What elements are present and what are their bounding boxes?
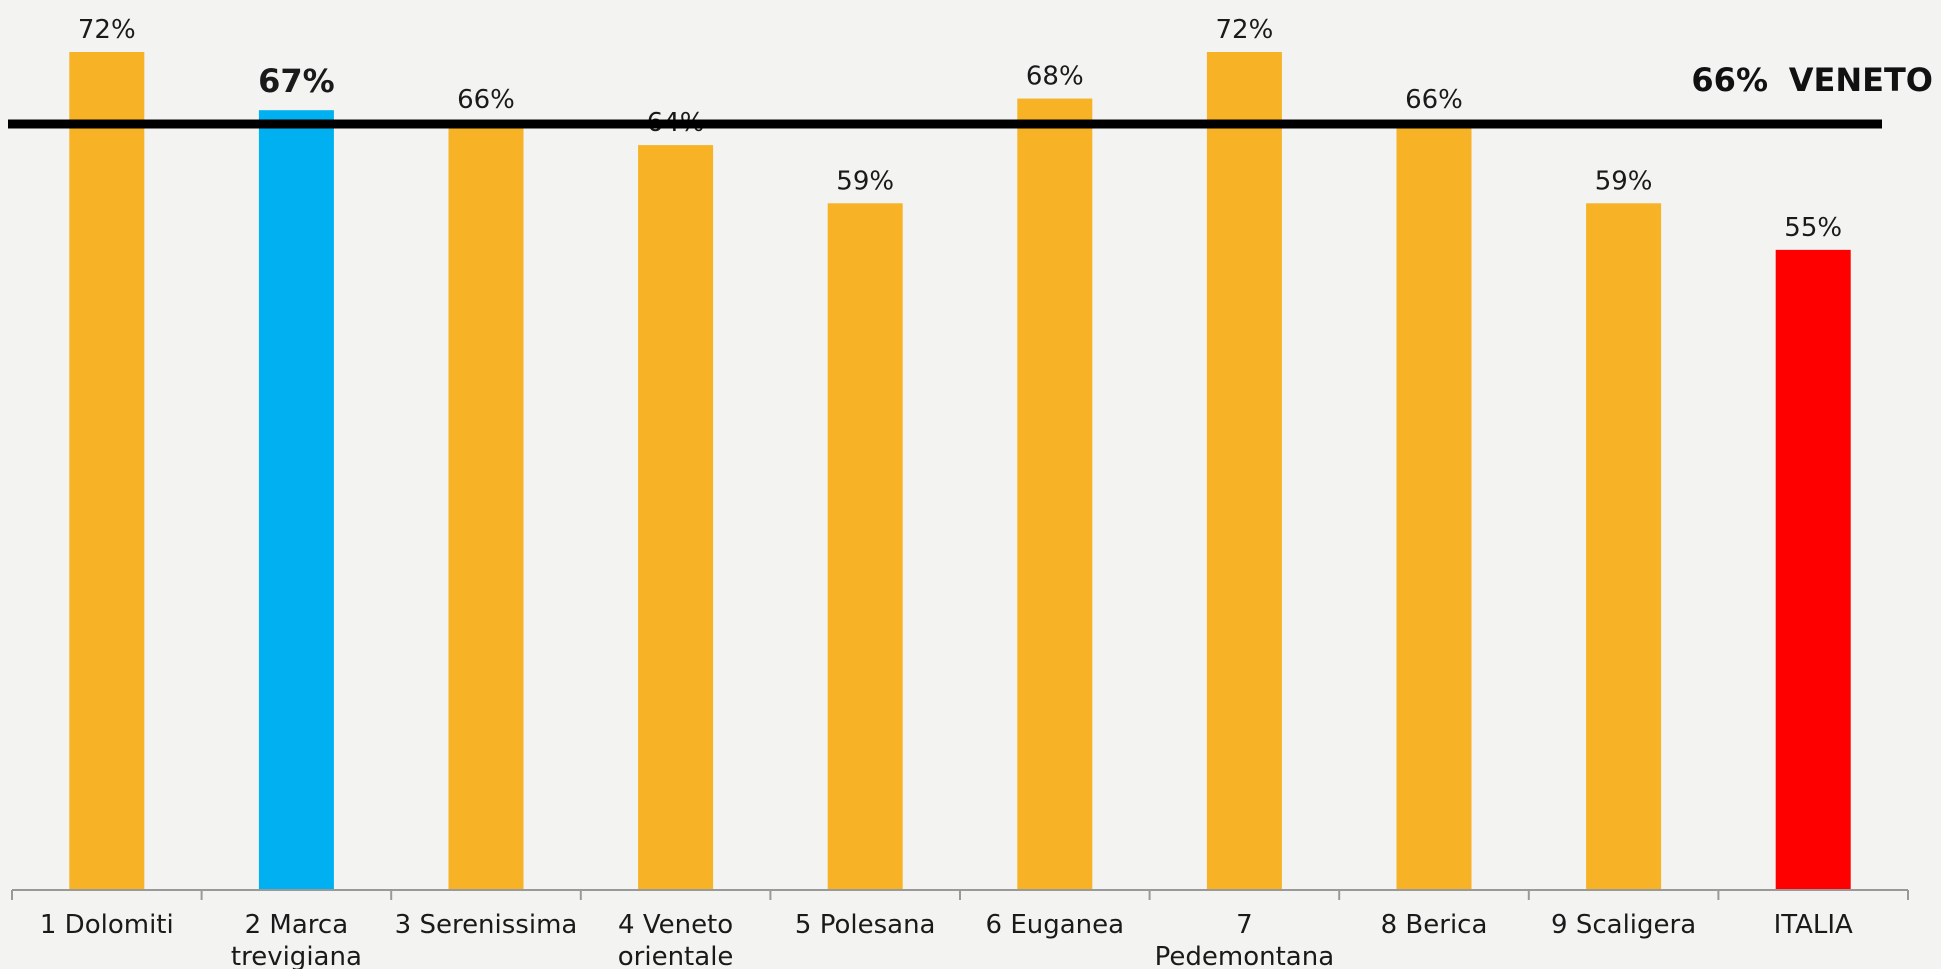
bar-7 xyxy=(1206,52,1282,890)
data-label-2: 67% xyxy=(258,62,335,100)
data-label-7: 72% xyxy=(1216,15,1274,45)
category-label-7: Pedemontana xyxy=(1155,942,1335,969)
bar-3 xyxy=(448,121,524,891)
category-label-9: 9 Scaligera xyxy=(1551,910,1696,940)
bar-8 xyxy=(1396,121,1472,891)
category-label-6: 6 Euganea xyxy=(986,910,1125,940)
category-label-1: 1 Dolomiti xyxy=(40,910,174,940)
category-label-2: 2 Marca xyxy=(245,910,349,940)
reference-line-group: 66% VENETO xyxy=(8,61,1933,129)
data-label-3: 66% xyxy=(457,85,515,115)
bar-1 xyxy=(69,52,145,890)
bar-10 xyxy=(1775,249,1851,891)
category-label-2: trevigiana xyxy=(231,942,362,969)
data-label-5: 59% xyxy=(836,166,894,196)
bar-2 xyxy=(258,110,334,890)
reference-line-value: 66% xyxy=(1691,61,1768,99)
data-label-8: 66% xyxy=(1405,85,1463,115)
reference-line-name: VENETO xyxy=(1789,61,1933,99)
category-label-7: 7 xyxy=(1236,910,1253,940)
bar-9 xyxy=(1586,203,1662,891)
bar-5 xyxy=(827,203,903,891)
data-label-1: 72% xyxy=(78,15,136,45)
data-label-10: 55% xyxy=(1784,213,1842,243)
category-label-5: 5 Polesana xyxy=(795,910,936,940)
category-label-3: 3 Serenissima xyxy=(395,910,578,940)
category-label-4: orientale xyxy=(618,942,734,969)
category-label-8: 8 Berica xyxy=(1381,910,1488,940)
bar-4 xyxy=(638,145,714,891)
data-label-9: 59% xyxy=(1595,166,1653,196)
category-label-10: ITALIA xyxy=(1774,910,1853,940)
bar-6 xyxy=(1017,98,1093,891)
data-label-6: 68% xyxy=(1026,62,1084,92)
category-label-4: 4 Veneto xyxy=(618,910,733,940)
bars-group: 72%67%66%64%59%68%72%66%59%55% xyxy=(69,15,1851,891)
